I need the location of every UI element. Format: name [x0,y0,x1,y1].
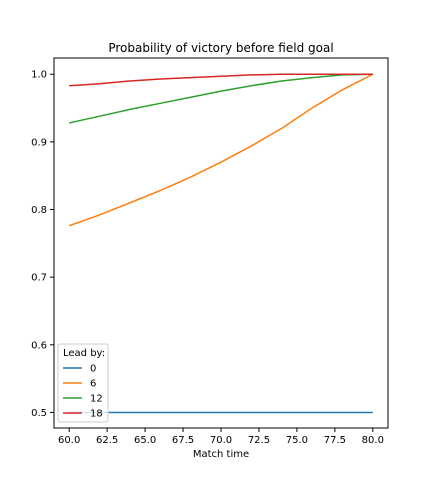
legend-label-0: 0 [90,364,96,375]
x-tick-label: 75.0 [286,435,308,446]
y-tick-label: 0.9 [31,137,47,148]
x-tick-label: 65.0 [134,435,156,446]
y-tick-label: 0.7 [31,273,47,284]
y-axis: 0.5 0.6 0.7 0.8 0.9 1.0 [31,70,54,419]
series-layer [68,73,374,414]
legend-title: Lead by: [63,348,105,359]
y-tick-label: 0.8 [31,205,47,216]
y-tick-label: 0.5 [31,408,47,419]
legend-label-18: 18 [90,409,103,420]
x-tick-label: 62.5 [96,435,118,446]
y-tick-label: 0.6 [31,340,47,351]
series-line-18 [69,73,373,87]
x-axis-label: Match time [193,449,249,460]
x-tick-label: 60.0 [58,435,80,446]
x-tick-label: 72.5 [248,435,270,446]
x-tick-label: 80.0 [362,435,384,446]
legend-box [57,343,109,423]
series-line-6 [68,73,374,227]
legend-label-6: 6 [90,379,96,390]
legend: Lead by: 0 6 12 18 [57,343,109,423]
x-tick-label: 70.0 [210,435,232,446]
legend-label-12: 12 [90,394,103,405]
x-axis: 60.0 62.5 65.0 67.5 70.0 72.5 75.0 77.5 80.0 [58,428,384,446]
x-tick-label: 77.5 [324,435,346,446]
series-line-12 [69,73,373,124]
x-tick-label: 67.5 [172,435,194,446]
y-tick-label: 1.0 [31,70,47,81]
chart-title: Probability of victory before field goal [108,41,333,55]
